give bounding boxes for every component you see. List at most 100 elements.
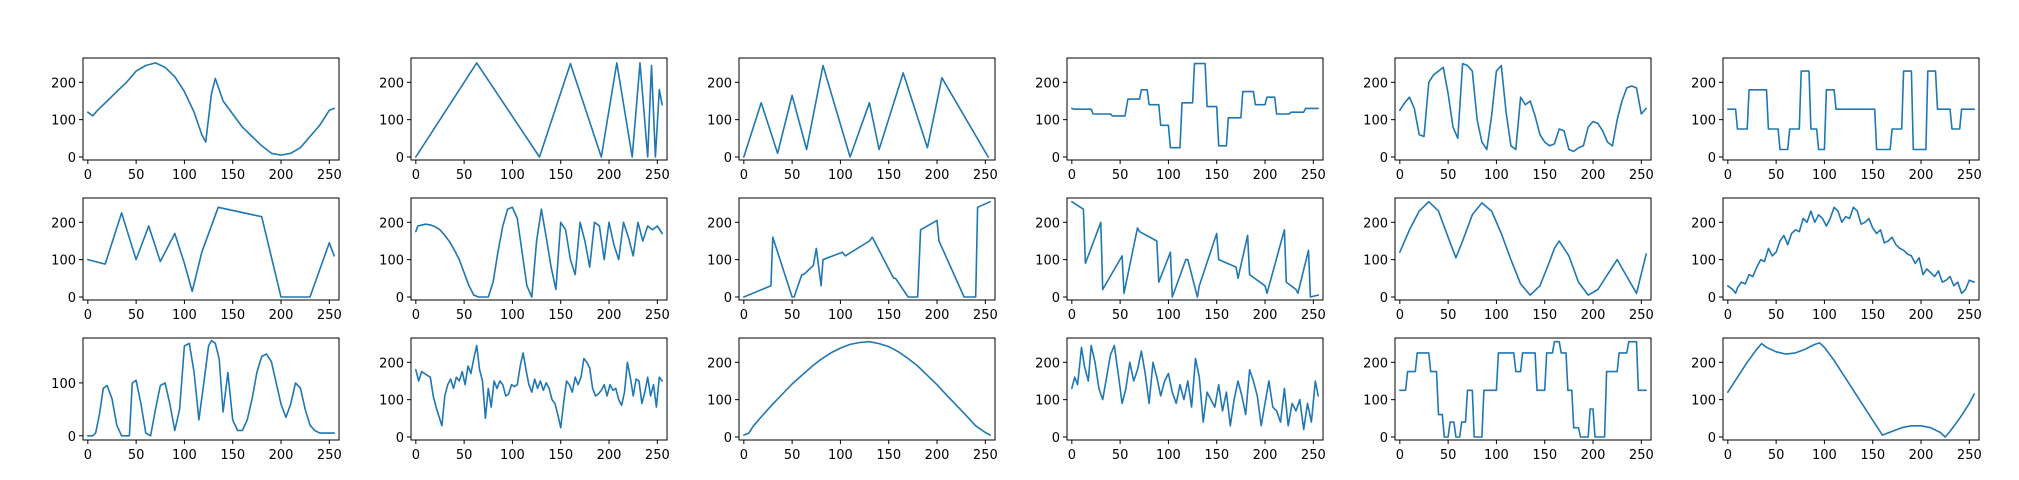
- x-tick-label: 200: [925, 168, 950, 183]
- y-tick-label: 200: [1363, 216, 1388, 231]
- y-tick-label: 0: [396, 151, 404, 166]
- x-tick-label: 0: [1724, 168, 1732, 183]
- subplot-1-1: 0 50 100 150 200 250 0 100 200: [51, 57, 342, 183]
- x-tick-label: 200: [269, 168, 294, 183]
- axes-frame: [82, 337, 340, 441]
- y-tick-label: 100: [1363, 394, 1388, 409]
- y-tick-label: 200: [707, 356, 732, 371]
- x-tick-label: 100: [172, 168, 197, 183]
- subplot-1-6: 0 50 100 150 200 250 0 100 200: [1691, 57, 1982, 183]
- y-tick-label: 0: [68, 151, 76, 166]
- axes-frame: [410, 197, 668, 301]
- y-tick-label: 100: [1035, 114, 1060, 129]
- y-tick-label: 100: [379, 394, 404, 409]
- axes-frame: [82, 197, 340, 301]
- subplot-2-6: 0 50 100 150 200 250 0 100 200: [1691, 197, 1982, 323]
- x-tick-label: 150: [876, 308, 901, 323]
- x-tick-label: 100: [828, 448, 853, 463]
- x-tick-label: 150: [548, 448, 573, 463]
- y-tick-label: 200: [1035, 356, 1060, 371]
- series-line: [1727, 70, 1975, 151]
- axes-frame: [738, 197, 996, 301]
- series-line: [743, 200, 991, 298]
- subplot-2-5: 0 50 100 150 200 250 0 100 200: [1363, 197, 1654, 323]
- x-tick-label: 200: [597, 448, 622, 463]
- y-tick-label: 0: [724, 291, 732, 306]
- x-tick-label: 150: [1532, 448, 1557, 463]
- subplot-3-3: 0 50 100 150 200 250 0 100 200: [707, 337, 998, 463]
- x-tick-label: 150: [1204, 168, 1229, 183]
- x-tick-label: 200: [1253, 448, 1278, 463]
- y-tick-label: 0: [1052, 291, 1060, 306]
- x-tick-label: 100: [1484, 168, 1509, 183]
- x-tick-label: 50: [456, 168, 473, 183]
- x-tick-label: 50: [1768, 308, 1785, 323]
- x-tick-label: 0: [740, 308, 748, 323]
- x-tick-label: 100: [1156, 448, 1181, 463]
- series-line: [1727, 342, 1975, 438]
- x-tick-label: 150: [1532, 308, 1557, 323]
- x-tick-label: 250: [1629, 168, 1654, 183]
- x-tick-label: 100: [1156, 168, 1181, 183]
- subplot-2-1: 0 50 100 150 200 250 0 100 200: [51, 197, 342, 323]
- x-tick-label: 150: [876, 448, 901, 463]
- series-line: [415, 206, 663, 298]
- y-tick-label: 0: [396, 291, 404, 306]
- x-tick-label: 250: [973, 168, 998, 183]
- x-tick-label: 200: [1581, 168, 1606, 183]
- x-tick-label: 0: [1068, 448, 1076, 463]
- subplot-1-3: 0 50 100 150 200 250 0 100 200: [707, 57, 998, 183]
- y-tick-label: 100: [1691, 114, 1716, 129]
- x-tick-label: 250: [973, 308, 998, 323]
- x-tick-label: 50: [784, 308, 801, 323]
- x-tick-label: 150: [548, 308, 573, 323]
- subplot-2-2: 0 50 100 150 200 250 0 100 200: [379, 197, 670, 323]
- y-tick-label: 100: [1691, 394, 1716, 409]
- x-tick-label: 100: [172, 448, 197, 463]
- x-tick-label: 100: [1484, 308, 1509, 323]
- y-tick-label: 200: [1691, 76, 1716, 91]
- x-tick-label: 250: [1301, 168, 1326, 183]
- y-tick-label: 100: [1363, 254, 1388, 269]
- x-tick-label: 50: [1112, 448, 1129, 463]
- x-tick-label: 100: [500, 448, 525, 463]
- x-tick-label: 50: [784, 448, 801, 463]
- y-tick-label: 200: [1363, 356, 1388, 371]
- x-tick-label: 200: [925, 308, 950, 323]
- y-tick-label: 0: [68, 291, 76, 306]
- x-tick-label: 250: [1957, 308, 1982, 323]
- x-tick-label: 50: [1440, 168, 1457, 183]
- axes-frame: [738, 57, 996, 161]
- series-line: [1727, 206, 1975, 295]
- x-tick-label: 250: [645, 168, 670, 183]
- x-tick-label: 200: [597, 308, 622, 323]
- y-tick-label: 200: [1035, 216, 1060, 231]
- x-tick-label: 150: [548, 168, 573, 183]
- x-tick-label: 200: [1253, 308, 1278, 323]
- axes-frame: [1722, 337, 1980, 441]
- series-line: [87, 339, 335, 437]
- series-line: [743, 64, 989, 158]
- y-tick-label: 200: [379, 356, 404, 371]
- axes-frame: [1722, 197, 1980, 301]
- x-tick-label: 100: [500, 168, 525, 183]
- y-tick-label: 200: [379, 76, 404, 91]
- axes-frame: [410, 57, 668, 161]
- series-line: [1071, 62, 1319, 149]
- y-tick-label: 200: [707, 216, 732, 231]
- axes-frame: [82, 57, 340, 161]
- x-tick-label: 150: [1860, 308, 1885, 323]
- x-tick-label: 50: [1440, 448, 1457, 463]
- x-tick-label: 0: [84, 168, 92, 183]
- subplot-3-5: 0 50 100 150 200 250 0 100 200: [1363, 337, 1654, 463]
- series-line: [1399, 200, 1647, 296]
- x-tick-label: 100: [828, 308, 853, 323]
- x-tick-label: 0: [412, 308, 420, 323]
- x-tick-label: 0: [84, 308, 92, 323]
- axes-frame: [1066, 57, 1324, 161]
- y-tick-label: 0: [1380, 431, 1388, 446]
- x-tick-label: 50: [128, 448, 145, 463]
- subplot-3-6: 0 50 100 150 200 250 0 100 200: [1691, 337, 1982, 463]
- x-tick-label: 200: [1253, 168, 1278, 183]
- x-tick-label: 250: [645, 308, 670, 323]
